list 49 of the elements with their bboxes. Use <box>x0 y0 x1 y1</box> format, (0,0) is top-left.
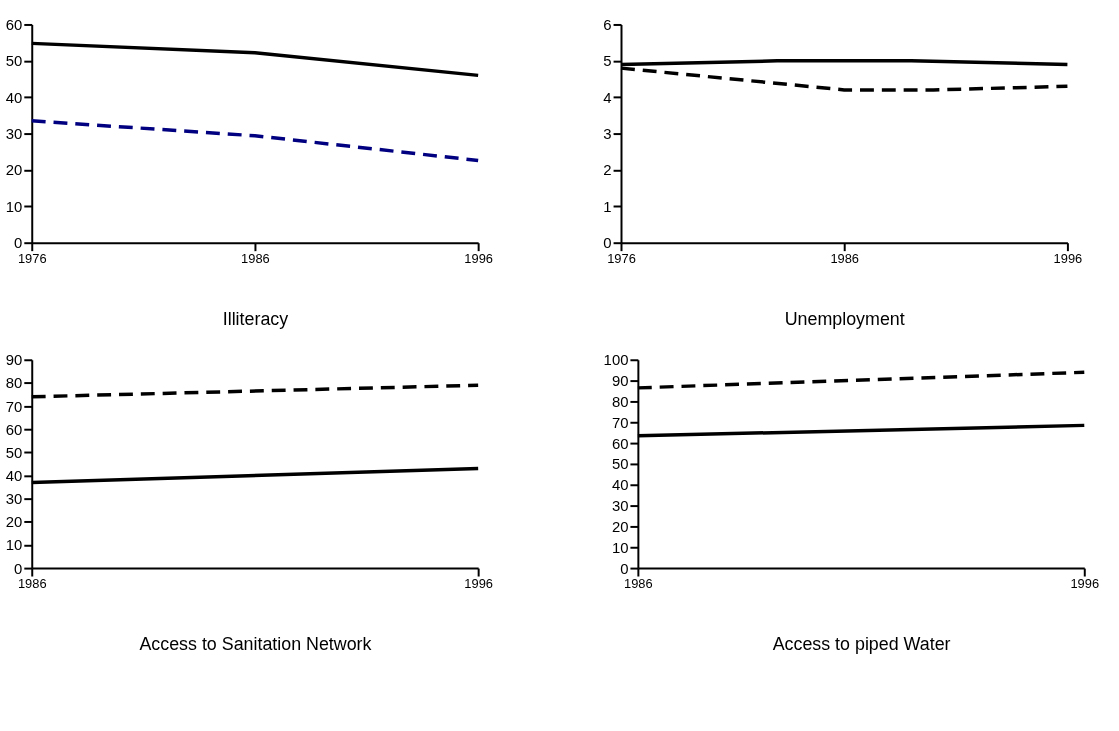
y-tick-label: 10 <box>5 198 23 215</box>
y-tick-label: 10 <box>5 537 23 554</box>
y-tick-label: 60 <box>5 16 23 33</box>
y-tick-label: 80 <box>5 375 23 392</box>
x-tick-label: 1986 <box>241 251 270 267</box>
y-tick-label: 40 <box>5 89 23 106</box>
text: Illiteracy <box>222 308 289 329</box>
y-tick-label: 60 <box>611 435 629 452</box>
y-tick-label: 80 <box>611 393 629 410</box>
x-tick-label: 1986 <box>624 576 653 592</box>
text: Access to piped Water <box>772 633 951 654</box>
x-tick-label: 1996 <box>464 576 493 592</box>
x-tick-label: 1976 <box>17 251 47 267</box>
y-tick-label: 5 <box>603 53 612 70</box>
y-tick-label: 20 <box>5 162 23 179</box>
y-tick-label: 0 <box>603 235 612 252</box>
x-tick-label: 1986 <box>830 251 860 267</box>
y-tick-label: 50 <box>5 53 23 70</box>
y-tick-label: 50 <box>5 444 23 461</box>
y-tick-label: 90 <box>611 373 629 390</box>
y-tick-label: 20 <box>5 514 23 531</box>
y-tick-label: 90 <box>5 352 23 369</box>
y-tick-label: 2 <box>603 162 612 179</box>
y-tick-label: 70 <box>611 414 629 431</box>
y-tick-label: 60 <box>5 421 23 438</box>
y-tick-label: 1 <box>603 198 612 215</box>
y-tick-label: 4 <box>603 89 612 106</box>
y-tick-label: 40 <box>611 477 629 494</box>
y-tick-label: 0 <box>14 235 23 252</box>
y-tick-label: 20 <box>611 518 629 535</box>
y-tick-label: 10 <box>611 539 629 556</box>
x-tick-label: 1976 <box>607 251 636 267</box>
x-tick-label: 1986 <box>17 576 47 592</box>
x-tick-label: 1996 <box>1053 251 1083 267</box>
text: Unemployment <box>784 308 905 329</box>
x-tick-label: 1996 <box>464 251 493 267</box>
y-tick-label: 30 <box>5 491 23 508</box>
y-tick-label: 40 <box>5 467 23 484</box>
y-tick-label: 30 <box>611 498 629 515</box>
y-tick-label: 70 <box>5 398 23 415</box>
text: Access to Sanitation Network <box>139 633 372 654</box>
x-tick-label: 1996 <box>1070 576 1100 592</box>
y-tick-label: 6 <box>603 16 612 33</box>
y-tick-label: 50 <box>611 456 629 473</box>
y-tick-label: 3 <box>603 126 612 143</box>
y-tick-label: 30 <box>5 126 23 143</box>
y-tick-label: 100 <box>603 352 629 369</box>
y-tick-label: 0 <box>14 560 23 577</box>
y-tick-label: 0 <box>620 560 629 577</box>
